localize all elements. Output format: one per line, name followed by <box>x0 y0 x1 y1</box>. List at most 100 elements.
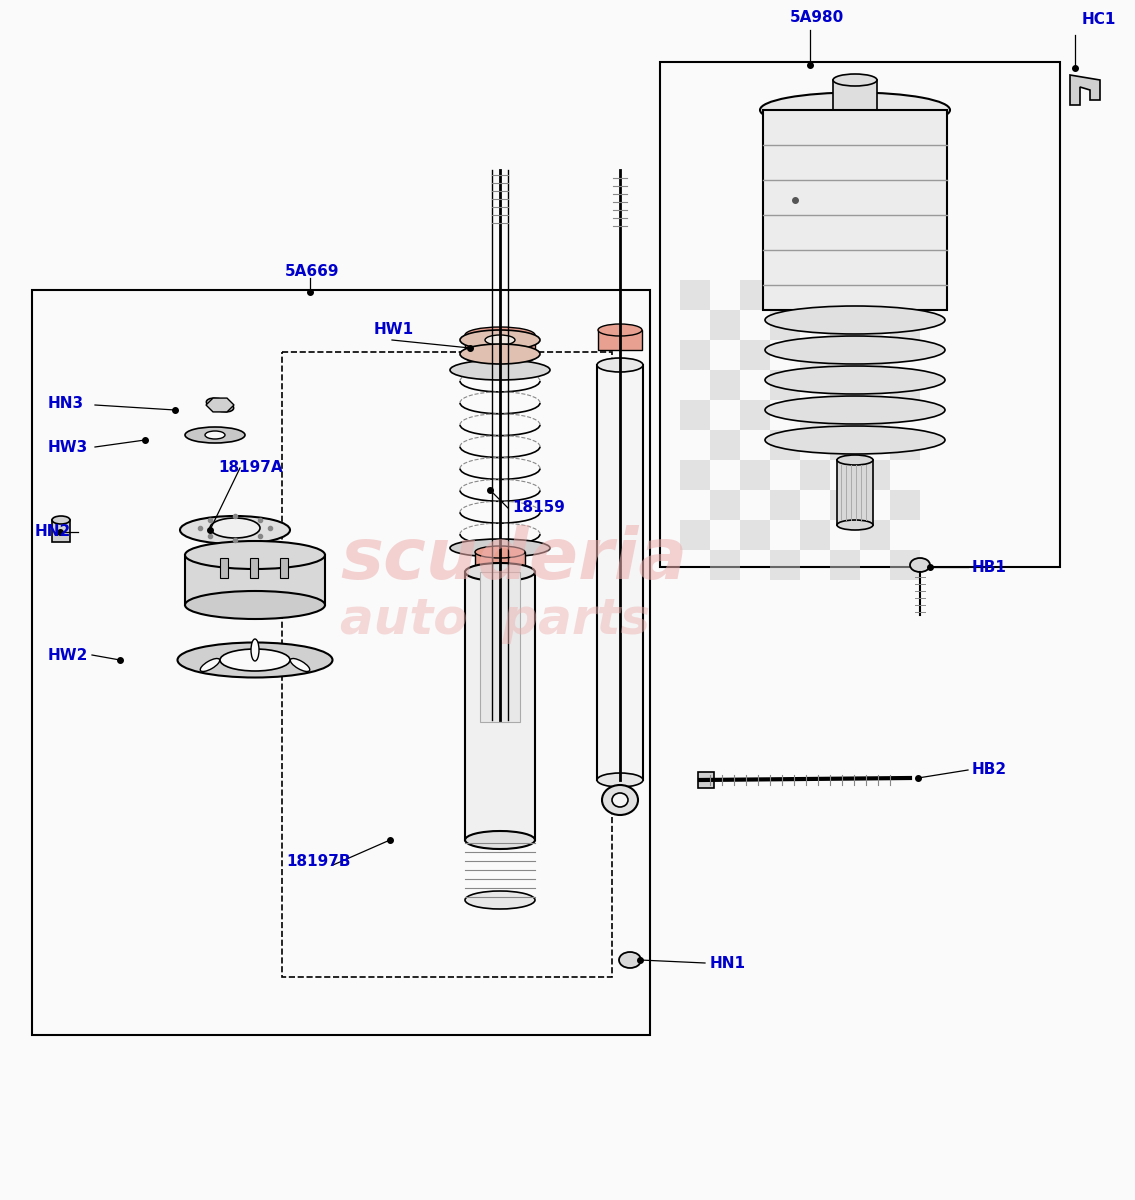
Ellipse shape <box>465 349 535 365</box>
Bar <box>476 552 526 570</box>
Bar <box>711 430 740 460</box>
Bar <box>830 310 860 340</box>
Ellipse shape <box>597 358 644 372</box>
Ellipse shape <box>220 649 291 671</box>
Bar <box>711 370 740 400</box>
Bar <box>185 554 325 605</box>
Bar <box>860 400 890 430</box>
Ellipse shape <box>177 642 333 678</box>
Ellipse shape <box>185 590 325 619</box>
Ellipse shape <box>200 659 220 672</box>
Bar <box>32 290 650 1034</box>
Bar <box>860 460 890 490</box>
Bar <box>830 550 860 580</box>
Bar <box>833 80 877 112</box>
Text: scuderia: scuderia <box>340 526 687 594</box>
Polygon shape <box>1070 74 1100 104</box>
Bar <box>770 430 800 460</box>
Ellipse shape <box>619 952 641 968</box>
Bar <box>711 550 740 580</box>
Text: HW1: HW1 <box>375 323 414 337</box>
Bar <box>598 330 642 350</box>
Text: HC1: HC1 <box>1082 12 1117 28</box>
Text: 5A669: 5A669 <box>285 264 339 280</box>
Bar <box>465 572 535 840</box>
Ellipse shape <box>185 427 245 443</box>
Ellipse shape <box>836 520 873 530</box>
Ellipse shape <box>760 92 950 127</box>
Text: 18197A: 18197A <box>218 461 283 475</box>
Ellipse shape <box>765 366 945 394</box>
Text: HW2: HW2 <box>48 648 89 662</box>
Ellipse shape <box>597 773 644 787</box>
Bar <box>836 460 873 526</box>
Bar <box>860 280 890 310</box>
Bar <box>740 520 770 550</box>
Ellipse shape <box>52 516 70 524</box>
Bar <box>711 490 740 520</box>
Polygon shape <box>205 398 234 412</box>
Bar <box>800 460 830 490</box>
Bar <box>465 335 535 358</box>
Ellipse shape <box>251 638 259 661</box>
Bar <box>740 340 770 370</box>
Ellipse shape <box>180 516 291 544</box>
Ellipse shape <box>612 793 628 806</box>
Bar <box>52 520 70 542</box>
Bar <box>890 430 920 460</box>
Ellipse shape <box>465 326 535 343</box>
Ellipse shape <box>210 518 260 538</box>
Bar <box>711 310 740 340</box>
Ellipse shape <box>449 360 550 380</box>
Ellipse shape <box>910 558 930 572</box>
Bar <box>800 340 830 370</box>
Ellipse shape <box>765 426 945 454</box>
Bar <box>480 572 520 722</box>
Text: auto  parts: auto parts <box>340 596 650 644</box>
Ellipse shape <box>205 431 225 439</box>
Ellipse shape <box>765 396 945 424</box>
Ellipse shape <box>598 324 642 336</box>
Bar <box>220 558 228 578</box>
Bar <box>763 110 947 310</box>
Bar <box>770 310 800 340</box>
Ellipse shape <box>185 541 325 569</box>
Bar <box>890 310 920 340</box>
Text: 5A980: 5A980 <box>790 11 844 25</box>
Ellipse shape <box>485 335 515 346</box>
Bar <box>770 550 800 580</box>
Bar <box>659 62 1060 566</box>
Bar <box>860 520 890 550</box>
Bar <box>890 490 920 520</box>
Bar <box>890 550 920 580</box>
Bar <box>597 365 644 780</box>
Ellipse shape <box>460 344 540 364</box>
Ellipse shape <box>833 74 877 86</box>
Ellipse shape <box>465 563 535 581</box>
Text: HB2: HB2 <box>972 762 1007 778</box>
Text: HN2: HN2 <box>35 524 72 540</box>
Bar <box>250 558 258 578</box>
Bar <box>830 490 860 520</box>
Bar <box>740 460 770 490</box>
Ellipse shape <box>465 830 535 850</box>
Bar <box>280 558 288 578</box>
Ellipse shape <box>765 336 945 364</box>
Ellipse shape <box>207 398 234 412</box>
Bar <box>830 430 860 460</box>
Bar <box>680 460 711 490</box>
Bar <box>680 520 711 550</box>
Ellipse shape <box>765 306 945 334</box>
Bar <box>890 370 920 400</box>
Ellipse shape <box>465 890 535 910</box>
Bar <box>281 352 612 977</box>
Bar <box>740 280 770 310</box>
Ellipse shape <box>602 785 638 815</box>
Text: 18197B: 18197B <box>286 854 351 870</box>
Text: HN1: HN1 <box>711 955 746 971</box>
Text: HN3: HN3 <box>48 396 84 410</box>
Text: HW3: HW3 <box>48 439 89 455</box>
Bar <box>800 400 830 430</box>
Text: HB1: HB1 <box>972 559 1007 575</box>
Ellipse shape <box>449 539 550 557</box>
